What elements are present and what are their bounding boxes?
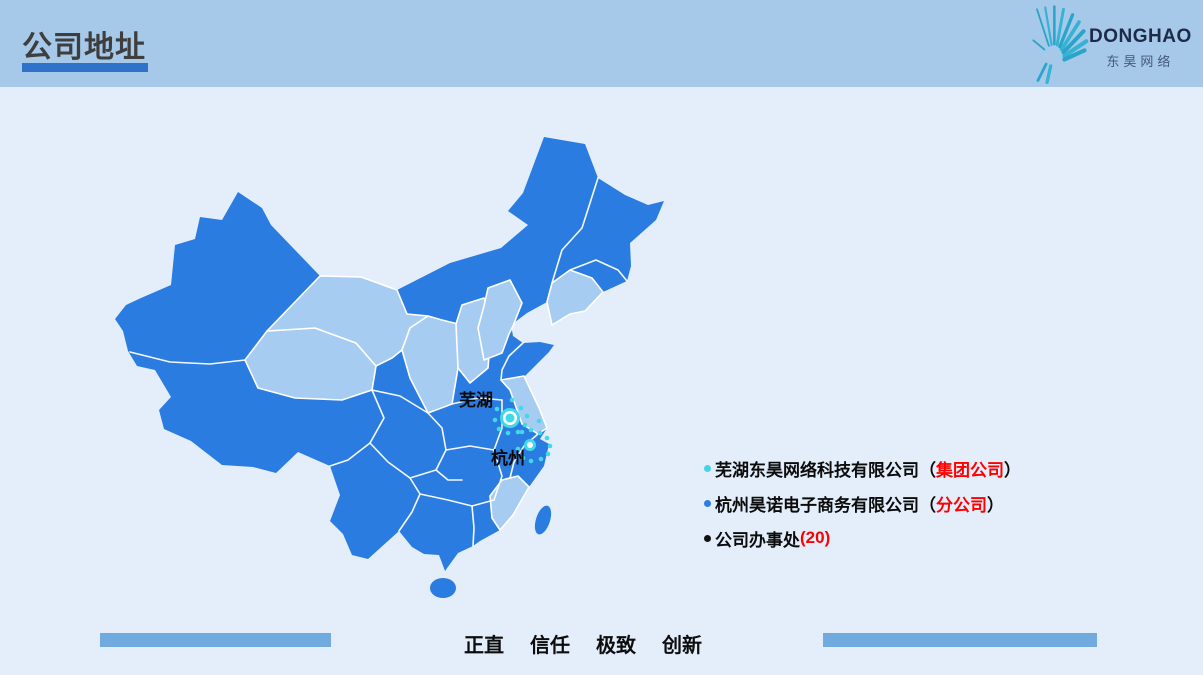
company-logo: DONGHAO 东昊网络 [1023,0,1193,87]
office-dot [528,427,534,433]
office-dot [515,446,521,452]
city-label: 杭州 [491,448,525,468]
taiwan-island [534,505,552,535]
legend-tag: 集团公司 [936,460,1004,480]
office-dot-cluster [492,397,553,464]
province-jiangsu [500,375,548,435]
province-liaoning [546,269,604,326]
logo-brand: DONGHAO [1089,26,1192,47]
legend-paren-close: ) [824,528,831,547]
office-dot [509,397,515,403]
legend-tag: 20 [805,528,825,547]
office-dot [505,430,511,436]
city-marker-group-hq [505,413,515,423]
city-label: 芜湖 [459,390,493,410]
office-dot [545,451,551,457]
office-dot [520,455,526,461]
office-dot [522,422,528,428]
logo-fan-icon [1032,5,1089,84]
page-title: 公司地址 [22,31,146,64]
office-dot [518,405,524,411]
office-dot [547,443,553,449]
light-provinces [244,269,604,531]
legend-paren-close: ） [987,495,1004,515]
legend-paren-open: （ [919,460,936,480]
office-dot [537,430,543,436]
office-dot [524,413,530,419]
office-dot [538,456,544,462]
logo-text: DONGHAO 东昊网络 [1089,26,1192,70]
province-hebei [477,279,523,361]
office-dot [515,429,521,435]
slogan-word: 创新 [662,635,702,657]
slide-header: 公司地址 DONGH [0,0,1203,87]
footer-bar-left [100,633,331,647]
legend-bullet-icon [704,464,711,472]
office-dot [544,435,550,441]
legend: 芜湖东昊网络科技有限公司 （ 集团公司 ） 杭州昊诺电子商务有限公司 （ 分公司… [704,458,1021,563]
legend-item: 芜湖东昊网络科技有限公司 （ 集团公司 ） [704,458,1021,480]
province-borders [129,177,628,547]
legend-company-name: 公司办事处 [715,530,800,550]
title-underline [22,63,148,72]
legend-tag: 分公司 [936,495,987,515]
office-dot [536,418,542,424]
legend-company-name: 芜湖东昊网络科技有限公司 [715,460,919,480]
office-dot [496,426,502,432]
footer-bar-right [823,633,1097,647]
legend-paren-open: ( [800,528,806,547]
slogan-word: 极致 [596,635,636,657]
legend-paren-open: （ [919,495,936,515]
hainan-island [430,578,456,598]
office-dot [519,429,525,435]
logo-brand-cn: 东昊网络 [1106,54,1175,69]
legend-bullet-icon [704,499,711,507]
office-dot [492,417,498,423]
slogan-word: 信任 [530,635,570,657]
footer-slogan: 正直 信任 极致 创新 [464,629,702,658]
city-marker-branch [527,442,533,448]
legend-company-name: 杭州昊诺电子商务有限公司 [715,495,919,515]
legend-bullet-icon [704,534,711,542]
slogan-word: 正直 [464,635,504,657]
legend-item: 公司办事处 ( 20 ) [704,528,1021,550]
legend-paren-close: ） [1004,460,1021,480]
office-dot [528,458,534,464]
legend-item: 杭州昊诺电子商务有限公司 （ 分公司 ） [704,493,1021,515]
office-dot [494,406,500,412]
